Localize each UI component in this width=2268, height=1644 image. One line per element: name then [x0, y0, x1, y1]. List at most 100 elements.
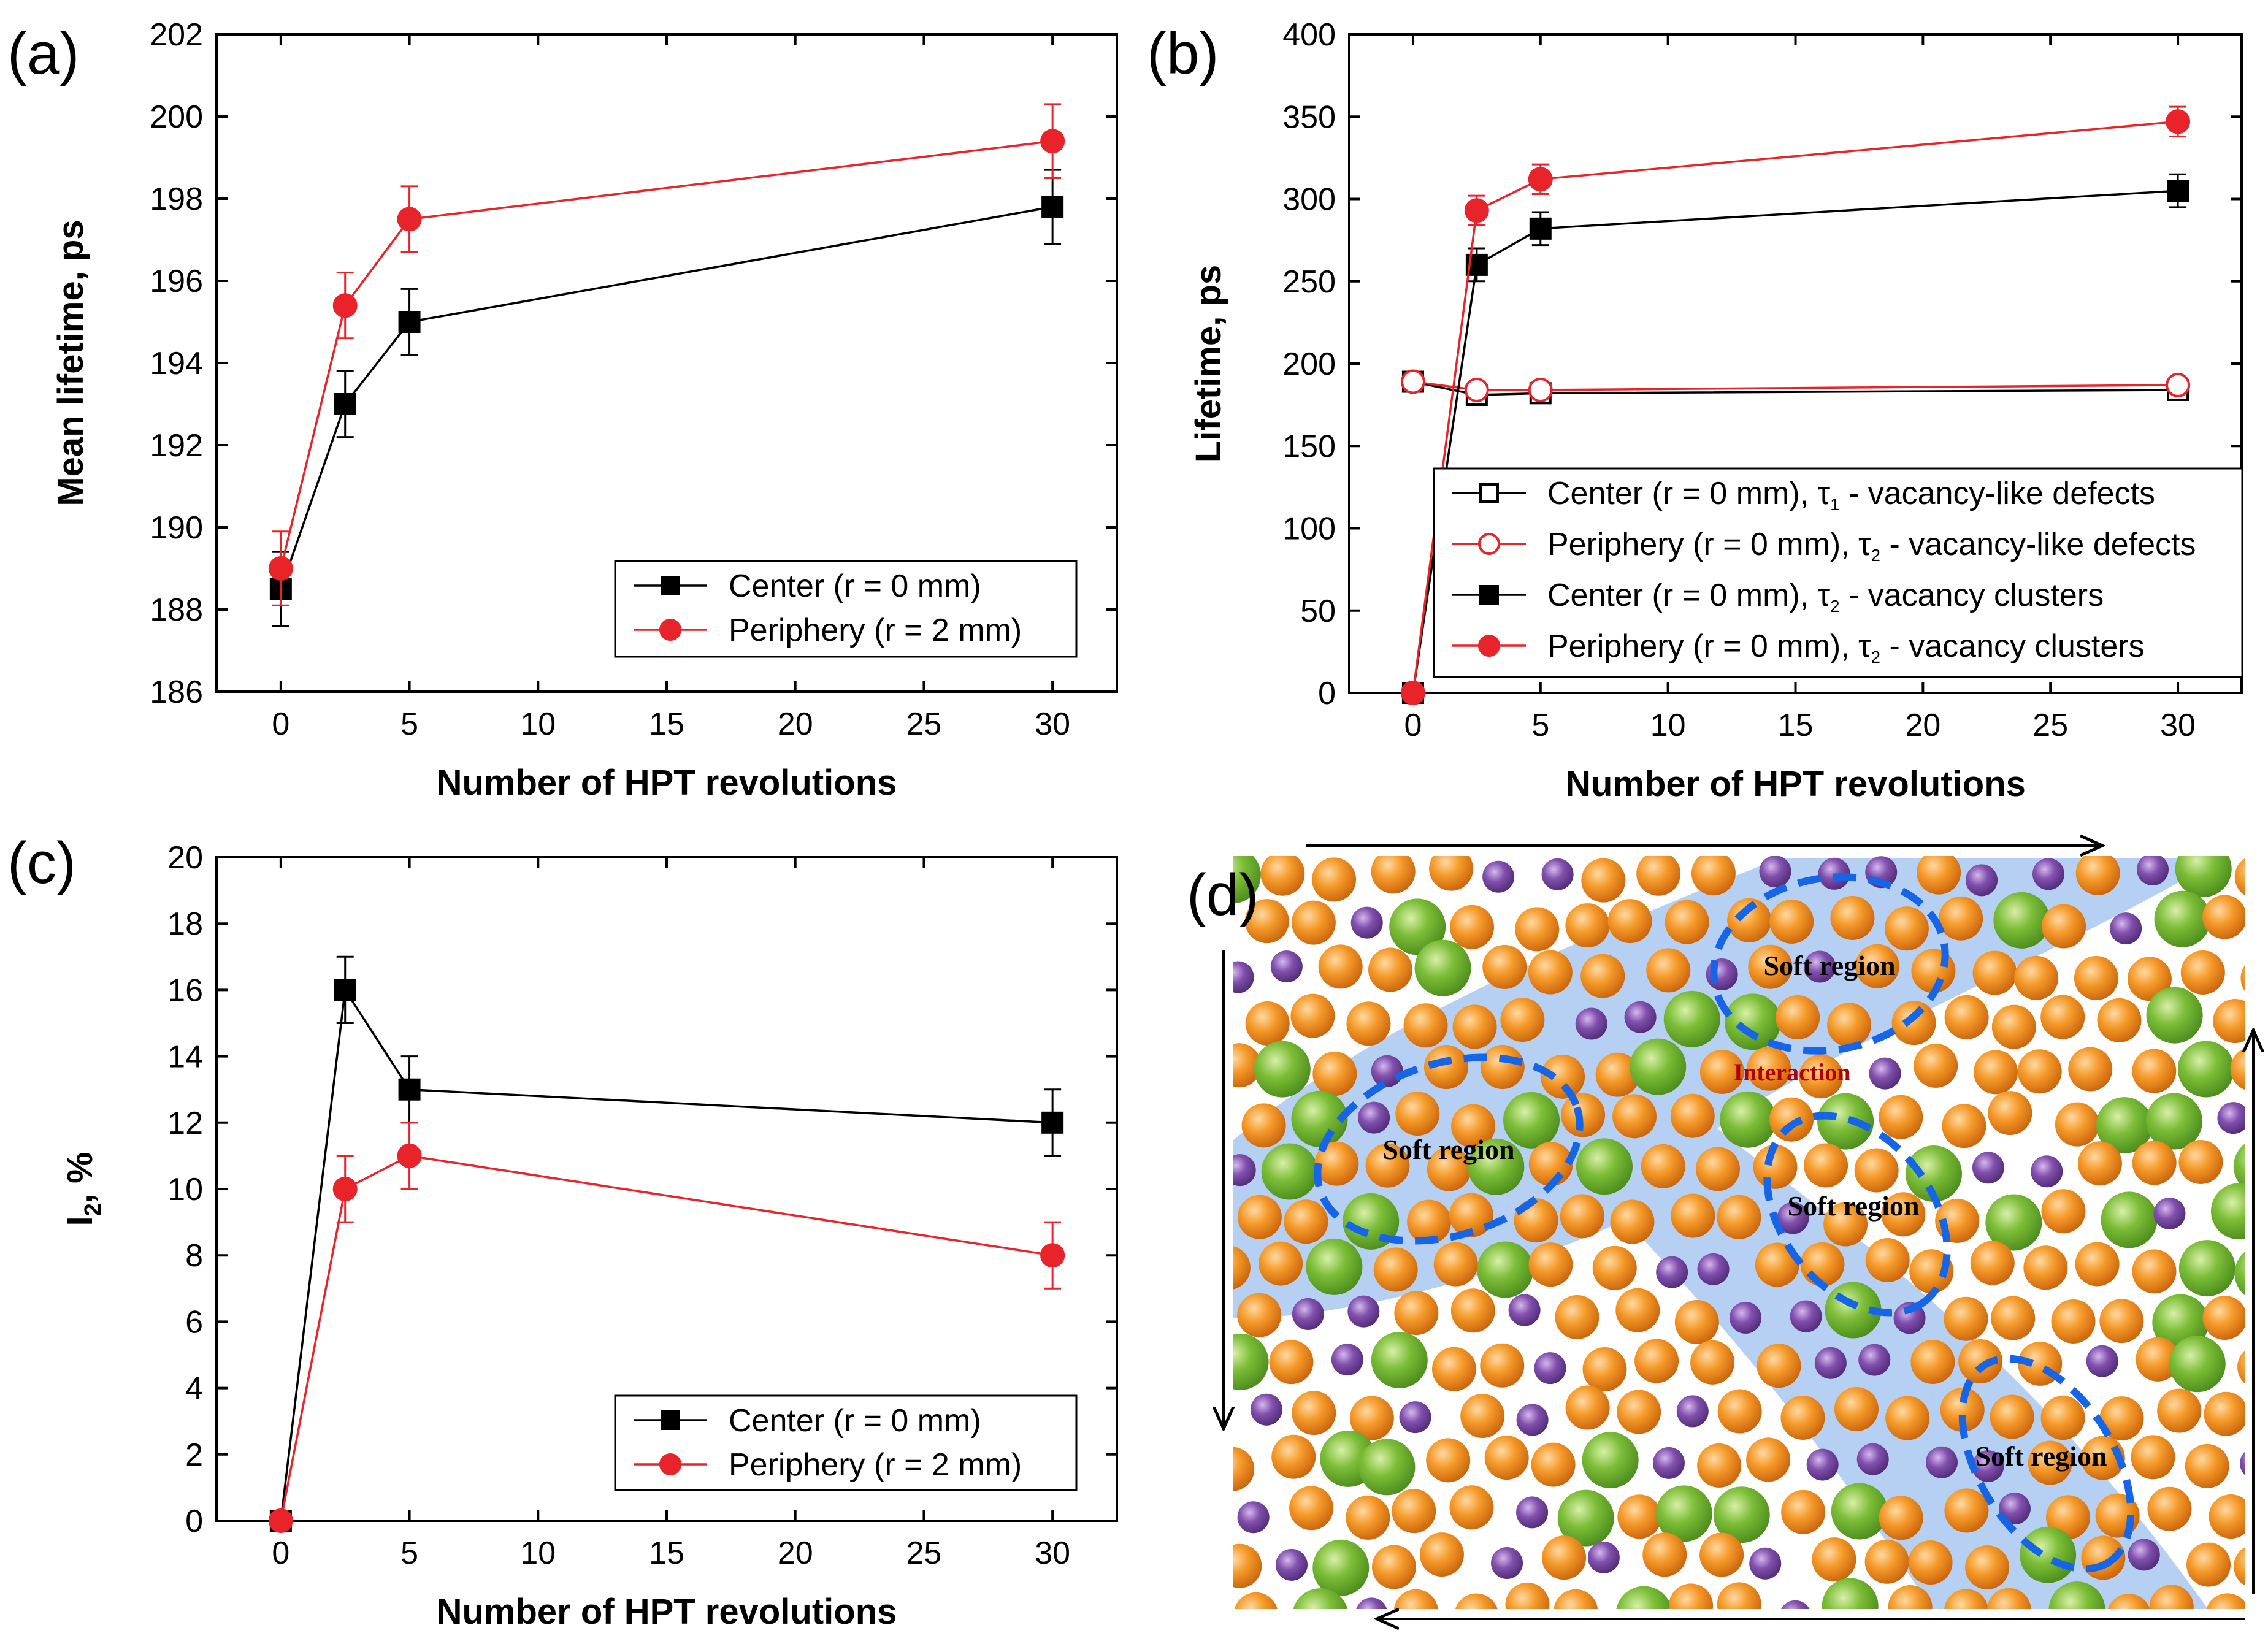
- orange-atom: [2202, 895, 2245, 939]
- series-line: [280, 987, 1053, 1521]
- y-tick-label: 188: [150, 592, 203, 628]
- orange-atom: [1717, 1195, 1761, 1239]
- orange-atom: [2213, 999, 2245, 1044]
- orange-atom: [1595, 1052, 1640, 1097]
- orange-atom: [1423, 1045, 1468, 1090]
- purple-atom: [1730, 1301, 1762, 1334]
- orange-atom: [1812, 1537, 1856, 1582]
- x-tick-label: 30: [1035, 706, 1070, 742]
- orange-atom: [1241, 1103, 1286, 1148]
- purple-atom: [1350, 906, 1383, 939]
- orange-atom: [1395, 1092, 1440, 1136]
- purple-atom: [2136, 856, 2169, 885]
- green-atom: [1630, 1038, 1687, 1095]
- orange-atom: [1642, 1532, 1687, 1577]
- orange-atom: [1528, 1242, 1573, 1287]
- orange-atom: [1641, 1144, 1685, 1188]
- orange-atom: [1617, 1494, 1662, 1539]
- legend-entry: Center (r = 0 mm), τ2 - vacancy clusters: [1452, 578, 2104, 616]
- x-tick-label: 5: [400, 1535, 418, 1571]
- orange-atom: [1450, 1288, 1495, 1333]
- orange-atom: [1612, 1094, 1657, 1139]
- orange-atom: [1394, 1589, 1438, 1609]
- orange-atom: [1541, 1054, 1585, 1099]
- orange-atom: [1674, 1299, 1719, 1344]
- orange-atom: [1944, 1296, 1988, 1341]
- orange-atom: [1237, 1195, 1282, 1239]
- y-tick-label: 18: [167, 906, 203, 942]
- orange-atom: [1554, 1589, 1598, 1609]
- purple-atom: [1697, 1253, 1730, 1285]
- orange-atom: [1914, 1043, 1958, 1088]
- purple-atom: [1856, 1443, 1889, 1475]
- orange-atom: [2131, 1435, 2175, 1480]
- y-tick-label: 200: [150, 99, 203, 135]
- orange-atom: [2136, 1337, 2180, 1382]
- orange-atom: [1244, 899, 1289, 944]
- data-point: [332, 1177, 358, 1201]
- orange-atom: [1634, 1339, 1679, 1383]
- x-tick-label: 15: [649, 706, 684, 742]
- orange-atom: [1671, 1193, 1715, 1238]
- orange-atom: [1691, 856, 1736, 896]
- orange-atom: [1746, 1437, 1791, 1482]
- orange-atom: [1879, 1496, 1923, 1540]
- orange-atom: [1346, 1495, 1390, 1540]
- orange-atom: [2234, 858, 2245, 896]
- purple-atom: [1250, 1393, 1282, 1426]
- panel-c: (c) 0 5 10 15 20 25 30 0 2 4 6 8 10 12 14 16 18 20 Number o…: [7, 830, 1118, 1632]
- y-tick-label: 400: [1282, 17, 1336, 53]
- green-atom: [1557, 1489, 1614, 1547]
- purple-atom: [1806, 1448, 1839, 1481]
- orange-atom: [1482, 944, 1527, 989]
- purple-atom: [1292, 1298, 1324, 1330]
- orange-atom: [1260, 856, 1305, 896]
- orange-atom: [1830, 895, 1875, 940]
- legend-label: Center (r = 0 mm): [729, 1403, 981, 1439]
- legend-box: [1433, 467, 2243, 678]
- orange-atom: [2237, 1350, 2245, 1383]
- x-axis-title: Number of HPT revolutions: [437, 763, 897, 803]
- orange-atom: [1312, 857, 1357, 902]
- purple-atom: [1516, 1496, 1549, 1529]
- green-atom: [1582, 1432, 1639, 1489]
- legend-label: Periphery (r = 2 mm): [729, 1447, 1022, 1483]
- orange-atom: [1695, 1147, 1740, 1191]
- purple-atom: [1869, 1057, 1901, 1090]
- data-point: [2166, 372, 2191, 397]
- green-atom: [1233, 856, 1261, 904]
- y-tick-label: 300: [1282, 182, 1336, 218]
- x-tick-label: 20: [778, 1535, 813, 1571]
- orange-atom: [2099, 1396, 2144, 1441]
- purple-atom: [1656, 1256, 1688, 1288]
- green-atom: [1822, 1578, 1879, 1609]
- orange-atom: [1781, 1489, 1826, 1534]
- orange-atom: [2051, 1299, 2096, 1344]
- y-tick-label: 194: [150, 346, 203, 381]
- y-tick-label: 202: [150, 17, 203, 53]
- orange-atom: [1970, 1241, 2015, 1285]
- orange-atom: [1514, 1198, 1558, 1243]
- x-tick-label: 15: [1778, 708, 1814, 743]
- green-atom: [2210, 1183, 2245, 1240]
- y-tick-label: 0: [1318, 676, 1336, 711]
- y-tick-label: 20: [167, 840, 203, 876]
- purple-atom: [1587, 1541, 1620, 1573]
- panel-a: (a) 0 5 10 15 20 25 30 186 188 190 192 194 196 198 200 2…: [7, 17, 1118, 803]
- legend: Center (r = 0 mm) Periphery (r = 2 mm): [614, 1394, 1078, 1491]
- orange-atom: [1403, 1003, 1448, 1048]
- orange-atom: [2178, 1140, 2223, 1185]
- soft-region-ellipse-3: [1763, 1112, 1951, 1317]
- purple-atom: [1925, 1446, 1958, 1478]
- green-atom: [1261, 1143, 1318, 1200]
- green-atom: [1503, 1092, 1560, 1149]
- green-atom: [1371, 1331, 1428, 1388]
- green-atom: [2101, 1191, 2158, 1248]
- orange-atom: [1699, 1049, 1744, 1094]
- orange-atom: [1823, 1202, 1868, 1247]
- green-atom: [1724, 993, 1781, 1050]
- purple-atom: [1575, 1007, 1607, 1040]
- purple-atom: [1331, 1344, 1363, 1376]
